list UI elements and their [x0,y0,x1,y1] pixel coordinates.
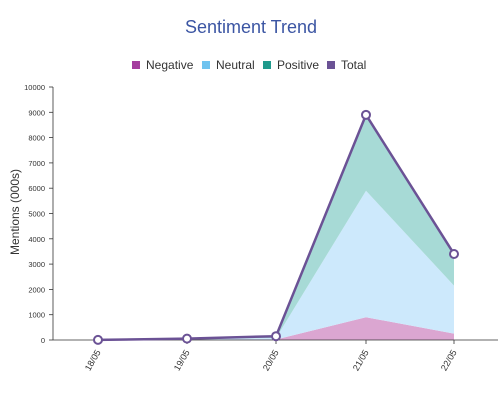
y-tick-label: 10000 [24,83,45,92]
area-positive [98,114,454,340]
y-tick-label: 0 [41,336,45,345]
x-tick-label: 20/05 [261,348,281,373]
y-tick-label: 5000 [28,210,45,219]
total-point[interactable] [182,333,192,344]
legend-swatch-negative [132,61,140,69]
area-neutral [98,190,454,340]
legend-swatch-positive [263,61,271,69]
legend-swatch-total [327,61,335,69]
y-tick-label: 7000 [28,159,45,168]
legend: Negative Neutral Positive Total [132,58,366,72]
area-negative [98,317,454,340]
legend-label-positive: Positive [277,58,319,72]
y-ticks: 0 1000 2000 3000 4000 5000 6000 7000 8000 9000 100… [24,83,53,345]
total-point[interactable] [93,334,103,345]
legend-label-negative: Negative [146,58,194,72]
y-tick-label: 3000 [28,260,45,269]
area-layers [98,114,454,340]
x-ticks: 18/05 19/05 20/05 21/05 22/05 [83,340,459,373]
x-tick-label: 21/05 [351,348,371,373]
total-point[interactable] [271,331,281,342]
x-tick-label: 22/05 [439,348,459,373]
y-tick-label: 2000 [28,285,45,294]
y-tick-label: 8000 [28,134,45,143]
total-series [93,109,459,345]
total-point[interactable] [361,109,371,120]
y-tick-label: 1000 [28,311,45,320]
y-tick-label: 4000 [28,235,45,244]
legend-label-total: Total [341,58,366,72]
y-axis-label: Mentions (000s) [8,169,22,255]
y-tick-label: 6000 [28,184,45,193]
x-tick-label: 19/05 [172,348,192,373]
total-point[interactable] [449,248,459,259]
legend-label-neutral: Neutral [216,58,255,72]
y-tick-label: 9000 [28,108,45,117]
chart-title: Sentiment Trend [185,17,317,37]
x-tick-label: 18/05 [83,348,103,373]
legend-swatch-neutral [202,61,210,69]
